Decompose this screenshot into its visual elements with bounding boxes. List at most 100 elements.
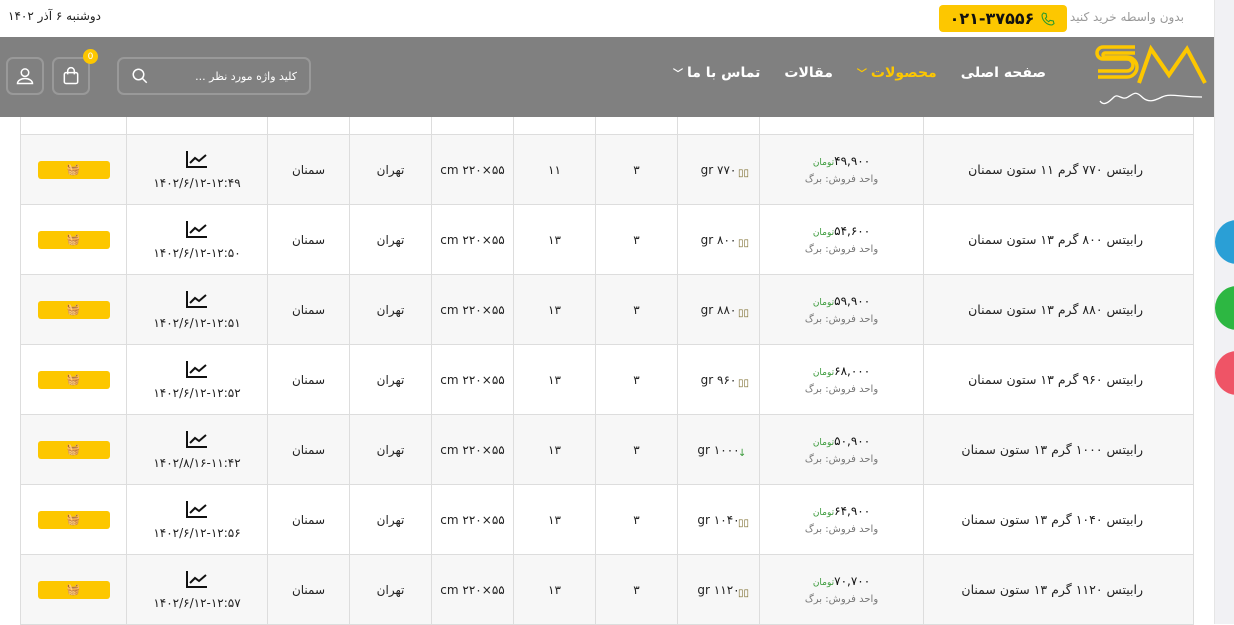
spec-2: ۱۱ xyxy=(513,134,596,205)
nav-home[interactable]: صفحه اصلی xyxy=(960,65,1046,81)
size: ۵۵×۲۲۰ cm xyxy=(431,484,514,555)
weight: ۷۷۰ gr xyxy=(677,134,760,205)
price-value: ۵۹,۹۰۰ xyxy=(834,294,871,308)
price-value: ۶۸,۰۰۰ xyxy=(834,364,871,378)
product-name[interactable]: رابیتس ۸۸۰ گرم ۱۳ ستون سمنان xyxy=(923,274,1194,345)
history-cell: ۱۴۰۲/۶/۱۲-۱۲:۵۰ xyxy=(126,204,268,275)
price-chart-icon[interactable] xyxy=(127,569,267,592)
spec-2: ۱۳ xyxy=(513,554,596,625)
weight: ۸۸۰ gr xyxy=(677,274,760,345)
account-button[interactable] xyxy=(6,57,44,95)
table-row: رابیتس ۱۱۲۰ گرم ۱۳ ستون سمنان ▯▯ ۷۰,۷۰۰تو… xyxy=(20,554,1194,625)
cart-button[interactable] xyxy=(52,57,90,95)
user-icon xyxy=(16,68,34,85)
nav-products[interactable]: محصولات﹀ xyxy=(857,65,937,81)
nav-articles[interactable]: مقالات xyxy=(784,65,833,81)
updated-at: ۱۴۰۲/۶/۱۲-۱۲:۵۷ xyxy=(153,596,241,610)
sale-unit: واحد فروش: برگ xyxy=(804,454,879,465)
spec-1: ۳ xyxy=(595,554,678,625)
currency: تومان xyxy=(812,158,835,168)
logo[interactable] xyxy=(1095,43,1207,109)
history-cell: ۱۴۰۲/۸/۱۶-۱۱:۴۲ xyxy=(126,414,268,485)
basket-icon: 🧺 xyxy=(66,302,81,316)
factory-city: سمنان xyxy=(267,274,350,345)
history-cell: ۱۴۰۲/۶/۱۲-۱۲:۵۲ xyxy=(126,344,268,415)
basket-icon: 🧺 xyxy=(66,582,81,596)
add-to-cart-button[interactable]: 🧺 xyxy=(37,440,110,459)
top-bar: دوشنبه ۶ آذر ۱۴۰۲ ۰۲۱-۳۷۵۵۶ بدون واسطه خ… xyxy=(0,0,1214,37)
phone-icon xyxy=(1041,11,1055,26)
price-chart-icon[interactable] xyxy=(127,359,267,382)
product-name[interactable]: رابیتس ۷۷۰ گرم ۱۱ ستون سمنان xyxy=(923,134,1194,205)
currency: تومان xyxy=(812,228,835,238)
trend-steady-icon: ▯▯ xyxy=(738,518,750,529)
history-cell: ۱۴۰۲/۶/۱۲-۱۲:۴۹ xyxy=(126,134,268,205)
size: ۵۵×۲۲۰ cm xyxy=(431,204,514,275)
buy-cell: 🧺 xyxy=(20,204,127,275)
basket-icon: 🧺 xyxy=(66,232,81,246)
price-cell: ▯▯ ۵۹,۹۰۰تومان واحد فروش: برگ xyxy=(738,274,924,345)
add-to-cart-button[interactable]: 🧺 xyxy=(37,160,110,179)
sale-unit: واحد فروش: برگ xyxy=(804,244,879,255)
history-cell: ۱۴۰۲/۶/۱۲-۱۲:۵۷ xyxy=(126,554,268,625)
buy-cell: 🧺 xyxy=(20,134,127,205)
sale-unit: واحد فروش: برگ xyxy=(804,314,879,325)
product-name[interactable]: رابیتس ۱۱۲۰ گرم ۱۳ ستون سمنان xyxy=(923,554,1194,625)
add-to-cart-button[interactable]: 🧺 xyxy=(37,300,110,319)
price-cell: ▯▯ ۶۸,۰۰۰تومان واحد فروش: برگ xyxy=(738,344,924,415)
price-chart-icon[interactable] xyxy=(127,149,267,172)
spec-2: ۱۳ xyxy=(513,344,596,415)
price-value: ۴۹,۹۰۰ xyxy=(834,154,871,168)
product-name[interactable]: رابیتس ۱۰۴۰ گرم ۱۳ ستون سمنان xyxy=(923,484,1194,555)
sale-unit: واحد فروش: برگ xyxy=(804,174,879,185)
price-chart-icon[interactable] xyxy=(127,499,267,522)
spec-2: ۱۳ xyxy=(513,414,596,485)
phone-button[interactable]: ۰۲۱-۳۷۵۵۶ xyxy=(939,5,1067,32)
nav-menu: صفحه اصلی محصولات﹀ مقالات تماس با ما﹀ xyxy=(673,65,1046,81)
delivery-city: تهران xyxy=(349,344,432,415)
add-to-cart-button[interactable]: 🧺 xyxy=(37,230,110,249)
spec-1: ۳ xyxy=(595,134,678,205)
price-chart-icon[interactable] xyxy=(127,429,267,452)
add-to-cart-button[interactable]: 🧺 xyxy=(37,370,110,389)
size: ۵۵×۲۲۰ cm xyxy=(431,554,514,625)
delivery-city: تهران xyxy=(349,274,432,345)
price-chart-icon[interactable] xyxy=(127,289,267,312)
factory-city: سمنان xyxy=(267,344,350,415)
price-cell: ▯▯ ۴۹,۹۰۰تومان واحد فروش: برگ xyxy=(738,134,924,205)
size: ۵۵×۲۲۰ cm xyxy=(431,274,514,345)
add-to-cart-button[interactable]: 🧺 xyxy=(37,510,110,529)
delivery-city: تهران xyxy=(349,484,432,555)
search-icon[interactable] xyxy=(131,67,149,85)
sale-unit: واحد فروش: برگ xyxy=(804,384,879,395)
product-name[interactable]: رابیتس ۸۰۰ گرم ۱۳ ستون سمنان xyxy=(923,204,1194,275)
price-value: ۵۴,۶۰۰ xyxy=(834,224,871,238)
currency: تومان xyxy=(812,508,835,518)
spec-1: ۳ xyxy=(595,414,678,485)
updated-at: ۱۴۰۲/۶/۱۲-۱۲:۴۹ xyxy=(153,176,241,190)
add-to-cart-button[interactable]: 🧺 xyxy=(37,580,110,599)
price-chart-icon[interactable] xyxy=(127,219,267,242)
table-row: رابیتس ۸۸۰ گرم ۱۳ ستون سمنان ▯▯ ۵۹,۹۰۰توم… xyxy=(20,274,1194,345)
product-name[interactable]: رابیتس ۹۶۰ گرم ۱۳ ستون سمنان xyxy=(923,344,1194,415)
nav-contact-label: تماس با ما xyxy=(687,65,761,81)
table-row: رابیتس ۷۷۰ گرم ۱۱ ستون سمنان ▯▯ ۴۹,۹۰۰توم… xyxy=(20,134,1194,205)
favorites-button[interactable] xyxy=(1215,351,1234,395)
whatsapp-button[interactable] xyxy=(1215,286,1234,330)
delivery-city: تهران xyxy=(349,204,432,275)
price-cell: ▯▯ ۶۴,۹۰۰تومان واحد فروش: برگ xyxy=(738,484,924,555)
telegram-button[interactable] xyxy=(1215,220,1234,264)
product-name[interactable]: رابیتس ۱۰۰۰ گرم ۱۳ ستون سمنان xyxy=(923,414,1194,485)
spec-1: ۳ xyxy=(595,484,678,555)
main-nav: صفحه اصلی محصولات﹀ مقالات تماس با ما﹀ کل… xyxy=(0,37,1214,117)
factory-city: سمنان xyxy=(267,414,350,485)
search-input[interactable]: کلید واژه مورد نظر ... xyxy=(117,57,311,95)
basket-icon: 🧺 xyxy=(66,372,81,386)
weight: ۹۶۰ gr xyxy=(677,344,760,415)
nav-contact[interactable]: تماس با ما ﹀ xyxy=(673,65,760,81)
phone-number: ۰۲۱-۳۷۵۵۶ xyxy=(949,9,1035,28)
spec-2: ۱۳ xyxy=(513,204,596,275)
basket-icon: 🧺 xyxy=(66,442,81,456)
factory-city: سمنان xyxy=(267,134,350,205)
spec-1: ۳ xyxy=(595,344,678,415)
